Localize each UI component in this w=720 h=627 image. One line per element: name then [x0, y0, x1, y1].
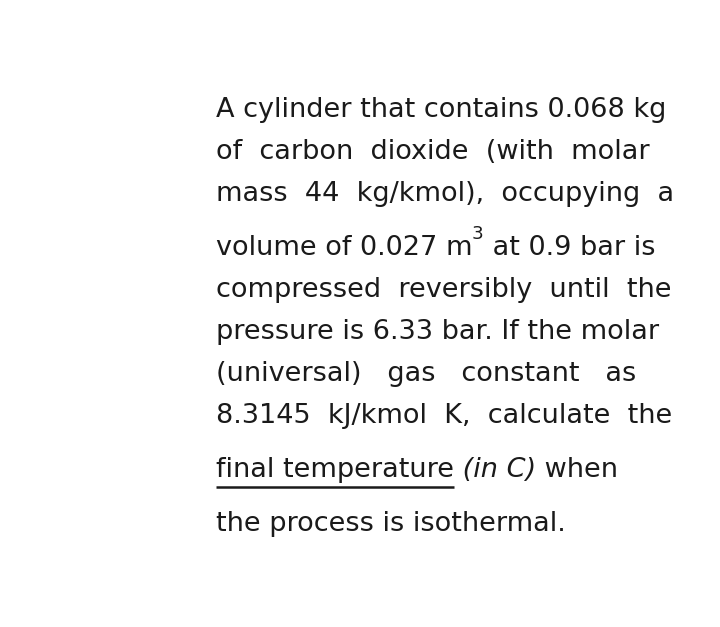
Text: of  carbon  dioxide  (with  molar: of carbon dioxide (with molar	[215, 139, 649, 165]
Text: (universal)   gas   constant   as: (universal) gas constant as	[215, 361, 636, 387]
Text: when: when	[536, 457, 618, 483]
Text: 8.3145  kJ/kmol  K,  calculate  the: 8.3145 kJ/kmol K, calculate the	[215, 403, 672, 429]
Text: compressed  reversibly  until  the: compressed reversibly until the	[215, 277, 671, 303]
Text: pressure is 6.33 bar. If the molar: pressure is 6.33 bar. If the molar	[215, 319, 659, 345]
Text: volume of 0.027 m: volume of 0.027 m	[215, 235, 472, 261]
Text: 3: 3	[472, 225, 484, 243]
Text: final temperature: final temperature	[215, 457, 454, 483]
Text: the process is isothermal.: the process is isothermal.	[215, 511, 565, 537]
Text: A cylinder that contains 0.068 kg: A cylinder that contains 0.068 kg	[215, 97, 666, 123]
Text: (in C): (in C)	[454, 457, 536, 483]
Text: mass  44  kg/kmol),  occupying  a: mass 44 kg/kmol), occupying a	[215, 181, 674, 207]
Text: at 0.9 bar is: at 0.9 bar is	[484, 235, 655, 261]
